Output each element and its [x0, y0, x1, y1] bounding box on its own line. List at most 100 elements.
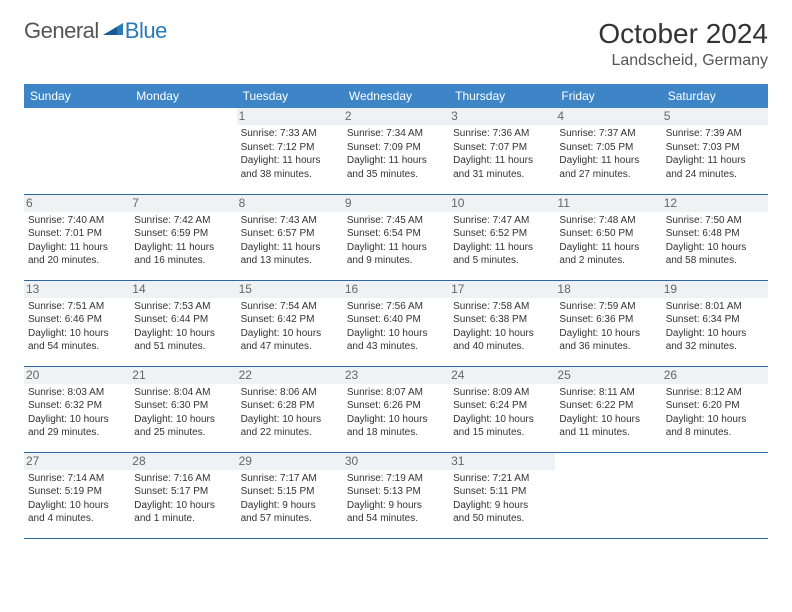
day-detail-text: Sunrise: 7:37 AMSunset: 7:05 PMDaylight:… [559, 127, 657, 181]
calendar-day-cell: 18 Sunrise: 7:59 AMSunset: 6:36 PMDayligh… [555, 280, 661, 366]
location-label: Landscheid, Germany [598, 52, 768, 70]
day-detail-text: Sunrise: 7:36 AMSunset: 7:07 PMDaylight:… [453, 127, 551, 181]
day-header: Saturday [662, 84, 768, 108]
day-number: 6 [24, 195, 130, 212]
calendar-day-cell: 3 Sunrise: 7:36 AMSunset: 7:07 PMDaylight… [449, 108, 555, 194]
day-detail-text: Sunrise: 8:01 AMSunset: 6:34 PMDaylight:… [666, 300, 764, 354]
day-number: 29 [237, 453, 343, 470]
day-detail-text: Sunrise: 7:39 AMSunset: 7:03 PMDaylight:… [666, 127, 764, 181]
day-number: 18 [555, 281, 661, 298]
day-number: 30 [343, 453, 449, 470]
day-number: 10 [449, 195, 555, 212]
day-number: 31 [449, 453, 555, 470]
calendar-day-cell: 21 Sunrise: 8:04 AMSunset: 6:30 PMDayligh… [130, 366, 236, 452]
calendar-day-cell: 5 Sunrise: 7:39 AMSunset: 7:03 PMDaylight… [662, 108, 768, 194]
day-detail-text: Sunrise: 7:19 AMSunset: 5:13 PMDaylight:… [347, 472, 445, 526]
page-title: October 2024 [598, 18, 768, 50]
logo-text-blue: Blue [125, 18, 167, 44]
day-detail-text: Sunrise: 7:59 AMSunset: 6:36 PMDaylight:… [559, 300, 657, 354]
calendar-day-cell: 1Sunrise: 7:33 AMSunset: 7:12 PMDaylight… [237, 108, 343, 194]
day-number: 21 [130, 367, 236, 384]
calendar-body: 1Sunrise: 7:33 AMSunset: 7:12 PMDaylight… [24, 108, 768, 538]
day-header: Friday [555, 84, 661, 108]
day-number: 14 [130, 281, 236, 298]
day-number: 8 [237, 195, 343, 212]
day-detail-text: Sunrise: 8:12 AMSunset: 6:20 PMDaylight:… [666, 386, 764, 440]
calendar-day-cell: 4Sunrise: 7:37 AMSunset: 7:05 PMDaylight… [555, 108, 661, 194]
calendar-week-row: 20 Sunrise: 8:03 AMSunset: 6:32 PMDayligh… [24, 366, 768, 452]
logo-triangle-icon [103, 21, 123, 42]
calendar-day-cell: 27Sunrise: 7:14 AMSunset: 5:19 PMDayligh… [24, 452, 130, 538]
calendar-week-row: 1Sunrise: 7:33 AMSunset: 7:12 PMDaylight… [24, 108, 768, 194]
day-number: 12 [662, 195, 768, 212]
day-number: 2 [343, 108, 449, 125]
day-detail-text: Sunrise: 7:21 AMSunset: 5:11 PMDaylight:… [453, 472, 551, 526]
calendar-day-cell: 10 Sunrise: 7:47 AMSunset: 6:52 PMDayligh… [449, 194, 555, 280]
day-number: 19 [662, 281, 768, 298]
day-detail-text: Sunrise: 7:16 AMSunset: 5:17 PMDaylight:… [134, 472, 232, 526]
day-number: 5 [662, 108, 768, 125]
calendar-day-cell: 11Sunrise: 7:48 AMSunset: 6:50 PMDayligh… [555, 194, 661, 280]
day-number: 13 [24, 281, 130, 298]
day-detail-text: Sunrise: 8:06 AMSunset: 6:28 PMDaylight:… [241, 386, 339, 440]
calendar-day-cell [662, 452, 768, 538]
day-detail-text: Sunrise: 7:50 AMSunset: 6:48 PMDaylight:… [666, 214, 764, 268]
calendar-day-cell: 14 Sunrise: 7:53 AMSunset: 6:44 PMDayligh… [130, 280, 236, 366]
day-detail-text: Sunrise: 7:14 AMSunset: 5:19 PMDaylight:… [28, 472, 126, 526]
day-detail-text: Sunrise: 7:42 AMSunset: 6:59 PMDaylight:… [134, 214, 232, 268]
calendar-day-cell: 6Sunrise: 7:40 AMSunset: 7:01 PMDaylight… [24, 194, 130, 280]
day-detail-text: Sunrise: 7:58 AMSunset: 6:38 PMDaylight:… [453, 300, 551, 354]
day-detail-text: Sunrise: 7:47 AMSunset: 6:52 PMDaylight:… [453, 214, 551, 268]
calendar-day-cell: 25 Sunrise: 8:11 AMSunset: 6:22 PMDayligh… [555, 366, 661, 452]
day-detail-text: Sunrise: 7:17 AMSunset: 5:15 PMDaylight:… [241, 472, 339, 526]
calendar-week-row: 27Sunrise: 7:14 AMSunset: 5:19 PMDayligh… [24, 452, 768, 538]
day-detail-text: Sunrise: 7:33 AMSunset: 7:12 PMDaylight:… [241, 127, 339, 181]
day-detail-text: Sunrise: 8:07 AMSunset: 6:26 PMDaylight:… [347, 386, 445, 440]
logo: General Blue [24, 18, 167, 44]
day-number: 25 [555, 367, 661, 384]
day-number: 9 [343, 195, 449, 212]
calendar-day-cell: 12 Sunrise: 7:50 AMSunset: 6:48 PMDayligh… [662, 194, 768, 280]
calendar-day-cell: 24 Sunrise: 8:09 AMSunset: 6:24 PMDayligh… [449, 366, 555, 452]
day-detail-text: Sunrise: 7:34 AMSunset: 7:09 PMDaylight:… [347, 127, 445, 181]
day-number: 26 [662, 367, 768, 384]
logo-text-general: General [24, 18, 99, 44]
day-number: 15 [237, 281, 343, 298]
calendar-week-row: 13Sunrise: 7:51 AMSunset: 6:46 PMDayligh… [24, 280, 768, 366]
calendar-table: SundayMondayTuesdayWednesdayThursdayFrid… [24, 84, 768, 539]
day-number: 3 [449, 108, 555, 125]
calendar-week-row: 6Sunrise: 7:40 AMSunset: 7:01 PMDaylight… [24, 194, 768, 280]
day-header: Tuesday [237, 84, 343, 108]
day-detail-text: Sunrise: 8:09 AMSunset: 6:24 PMDaylight:… [453, 386, 551, 440]
calendar-day-cell: 30 Sunrise: 7:19 AMSunset: 5:13 PMDayligh… [343, 452, 449, 538]
day-number: 16 [343, 281, 449, 298]
calendar-day-cell: 2 Sunrise: 7:34 AMSunset: 7:09 PMDaylight… [343, 108, 449, 194]
day-header: Wednesday [343, 84, 449, 108]
calendar-day-cell: 9 Sunrise: 7:45 AMSunset: 6:54 PMDaylight… [343, 194, 449, 280]
day-detail-text: Sunrise: 7:53 AMSunset: 6:44 PMDaylight:… [134, 300, 232, 354]
day-number: 24 [449, 367, 555, 384]
calendar-day-cell: 23Sunrise: 8:07 AMSunset: 6:26 PMDayligh… [343, 366, 449, 452]
day-detail-text: Sunrise: 8:03 AMSunset: 6:32 PMDaylight:… [28, 386, 126, 440]
day-number: 22 [237, 367, 343, 384]
calendar-header-row: SundayMondayTuesdayWednesdayThursdayFrid… [24, 84, 768, 108]
calendar-day-cell: 19 Sunrise: 8:01 AMSunset: 6:34 PMDayligh… [662, 280, 768, 366]
calendar-day-cell [24, 108, 130, 194]
header: General Blue October 2024 Landscheid, Ge… [24, 18, 768, 70]
day-detail-text: Sunrise: 7:48 AMSunset: 6:50 PMDaylight:… [559, 214, 657, 268]
day-header: Monday [130, 84, 236, 108]
day-number: 20 [24, 367, 130, 384]
calendar-day-cell [555, 452, 661, 538]
calendar-day-cell: 15 Sunrise: 7:54 AMSunset: 6:42 PMDayligh… [237, 280, 343, 366]
calendar-day-cell: 29 Sunrise: 7:17 AMSunset: 5:15 PMDayligh… [237, 452, 343, 538]
day-detail-text: Sunrise: 7:45 AMSunset: 6:54 PMDaylight:… [347, 214, 445, 268]
day-detail-text: Sunrise: 7:56 AMSunset: 6:40 PMDaylight:… [347, 300, 445, 354]
calendar-day-cell: 16 Sunrise: 7:56 AMSunset: 6:40 PMDayligh… [343, 280, 449, 366]
day-detail-text: Sunrise: 7:54 AMSunset: 6:42 PMDaylight:… [241, 300, 339, 354]
day-header: Sunday [24, 84, 130, 108]
day-detail-text: Sunrise: 8:04 AMSunset: 6:30 PMDaylight:… [134, 386, 232, 440]
day-detail-text: Sunrise: 8:11 AMSunset: 6:22 PMDaylight:… [559, 386, 657, 440]
calendar-day-cell: 17Sunrise: 7:58 AMSunset: 6:38 PMDayligh… [449, 280, 555, 366]
calendar-day-cell: 13Sunrise: 7:51 AMSunset: 6:46 PMDayligh… [24, 280, 130, 366]
calendar-day-cell [130, 108, 236, 194]
